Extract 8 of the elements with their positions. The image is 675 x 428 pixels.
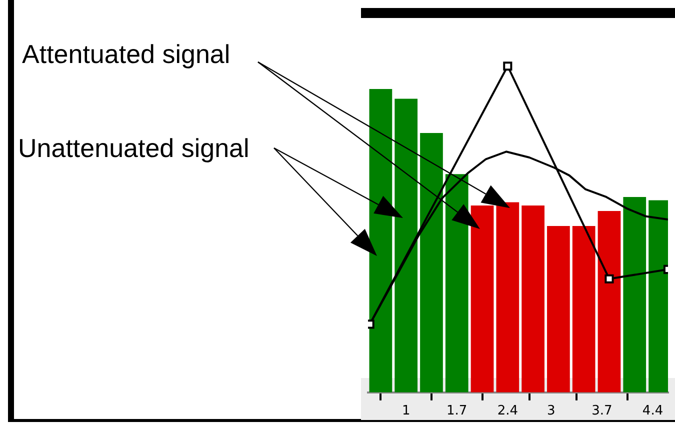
x-tick-label: 3	[547, 404, 556, 419]
x-tick-label: 1	[402, 404, 410, 419]
text: Unattenuated signal	[18, 133, 250, 164]
text: Attentuated signal	[22, 39, 230, 70]
x-tick-label: 2.4	[497, 404, 518, 419]
x-tick-label: 1.7	[446, 404, 468, 419]
x-tick-label: 3.7	[592, 404, 612, 419]
x-tick-label: 4.4	[642, 404, 664, 419]
